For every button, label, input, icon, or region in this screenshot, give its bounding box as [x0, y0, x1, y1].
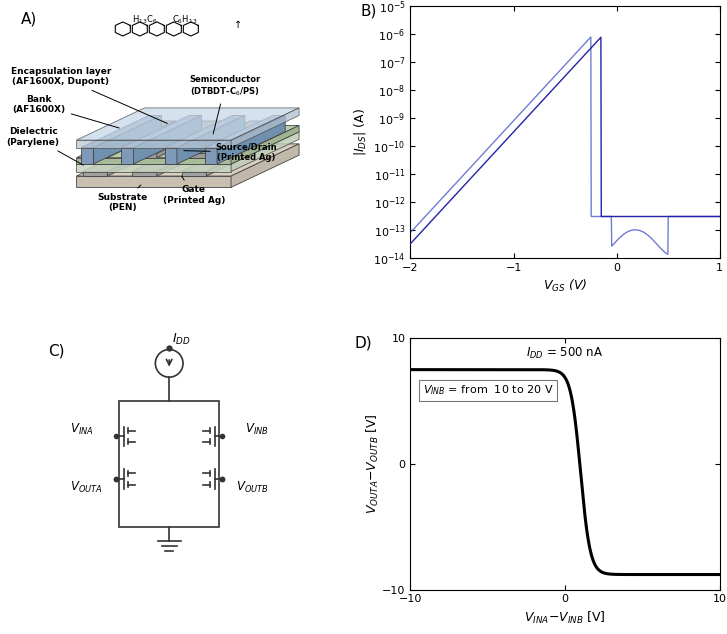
Polygon shape — [83, 139, 175, 172]
Text: D): D) — [355, 335, 372, 351]
Polygon shape — [206, 121, 274, 158]
Text: Bank
(AF1600X): Bank (AF1600X) — [12, 94, 119, 128]
Polygon shape — [132, 139, 225, 172]
Polygon shape — [81, 115, 161, 148]
Polygon shape — [231, 108, 299, 148]
Polygon shape — [182, 121, 274, 153]
Text: Semiconductor
(DTBDT-C$_6$/PS): Semiconductor (DTBDT-C$_6$/PS) — [189, 75, 260, 134]
Text: $V_{INA}$: $V_{INA}$ — [70, 422, 93, 437]
Polygon shape — [83, 121, 175, 153]
Polygon shape — [76, 108, 299, 140]
Y-axis label: $|I_{DS}|$ (A): $|I_{DS}|$ (A) — [352, 108, 368, 156]
Polygon shape — [157, 121, 225, 158]
Polygon shape — [76, 164, 231, 172]
Polygon shape — [134, 115, 201, 164]
Polygon shape — [205, 115, 285, 148]
Polygon shape — [108, 139, 175, 176]
Text: C$_6$H$_{13}$: C$_6$H$_{13}$ — [172, 14, 197, 27]
Text: $V_{OUTA}$: $V_{OUTA}$ — [70, 480, 103, 495]
Polygon shape — [83, 153, 108, 158]
Polygon shape — [177, 115, 245, 164]
X-axis label: $V_{GS}$ (V): $V_{GS}$ (V) — [543, 278, 587, 294]
Polygon shape — [231, 144, 299, 188]
Text: Gate
(Printed Ag): Gate (Printed Ag) — [163, 176, 225, 205]
Text: B): B) — [361, 4, 377, 19]
Y-axis label: $V_{OUTA}$$-$$V_{OUTB}$ [V]: $V_{OUTA}$$-$$V_{OUTB}$ [V] — [365, 413, 381, 514]
Polygon shape — [132, 172, 157, 176]
Text: Source/Drain
(Printed Ag): Source/Drain (Printed Ag) — [184, 143, 277, 162]
Polygon shape — [93, 115, 161, 164]
Polygon shape — [231, 126, 299, 164]
Polygon shape — [157, 139, 225, 176]
Bar — [119, 401, 220, 527]
Polygon shape — [76, 126, 299, 158]
Polygon shape — [205, 148, 217, 164]
Text: $I_{DD}$: $I_{DD}$ — [172, 332, 191, 347]
Polygon shape — [231, 132, 299, 172]
Polygon shape — [132, 153, 157, 158]
Text: Dielectric
(Parylene): Dielectric (Parylene) — [7, 127, 84, 165]
Text: Substrate
(PEN): Substrate (PEN) — [97, 185, 148, 212]
Polygon shape — [76, 176, 231, 188]
Text: $\uparrow$: $\uparrow$ — [232, 18, 242, 30]
Polygon shape — [217, 115, 285, 164]
Polygon shape — [108, 121, 175, 158]
X-axis label: $V_{INA}$$-$$V_{INB}$ [V]: $V_{INA}$$-$$V_{INB}$ [V] — [524, 610, 606, 626]
Polygon shape — [83, 172, 108, 176]
Text: H$_{13}$C$_6$: H$_{13}$C$_6$ — [132, 14, 157, 27]
Polygon shape — [76, 158, 231, 164]
Polygon shape — [121, 148, 134, 164]
Polygon shape — [164, 115, 245, 148]
Text: $V_{OUTB}$: $V_{OUTB}$ — [236, 480, 269, 495]
Polygon shape — [76, 140, 231, 148]
Polygon shape — [81, 148, 93, 164]
Polygon shape — [182, 139, 274, 172]
Text: Encapsulation layer
(AF1600X, Dupont): Encapsulation layer (AF1600X, Dupont) — [11, 67, 167, 124]
Text: $V_{INB}$ = from  10 to 20 V: $V_{INB}$ = from 10 to 20 V — [423, 384, 553, 398]
Polygon shape — [182, 172, 206, 176]
Polygon shape — [76, 132, 299, 164]
Text: $V_{INB}$: $V_{INB}$ — [245, 422, 269, 437]
Polygon shape — [132, 121, 225, 153]
Text: C): C) — [49, 343, 65, 358]
Polygon shape — [182, 153, 206, 158]
Polygon shape — [206, 139, 274, 176]
Polygon shape — [121, 115, 201, 148]
Polygon shape — [76, 144, 299, 176]
Text: A): A) — [21, 11, 37, 27]
Text: $I_{DD}$ = 500 nA: $I_{DD}$ = 500 nA — [526, 346, 603, 361]
Polygon shape — [164, 148, 177, 164]
